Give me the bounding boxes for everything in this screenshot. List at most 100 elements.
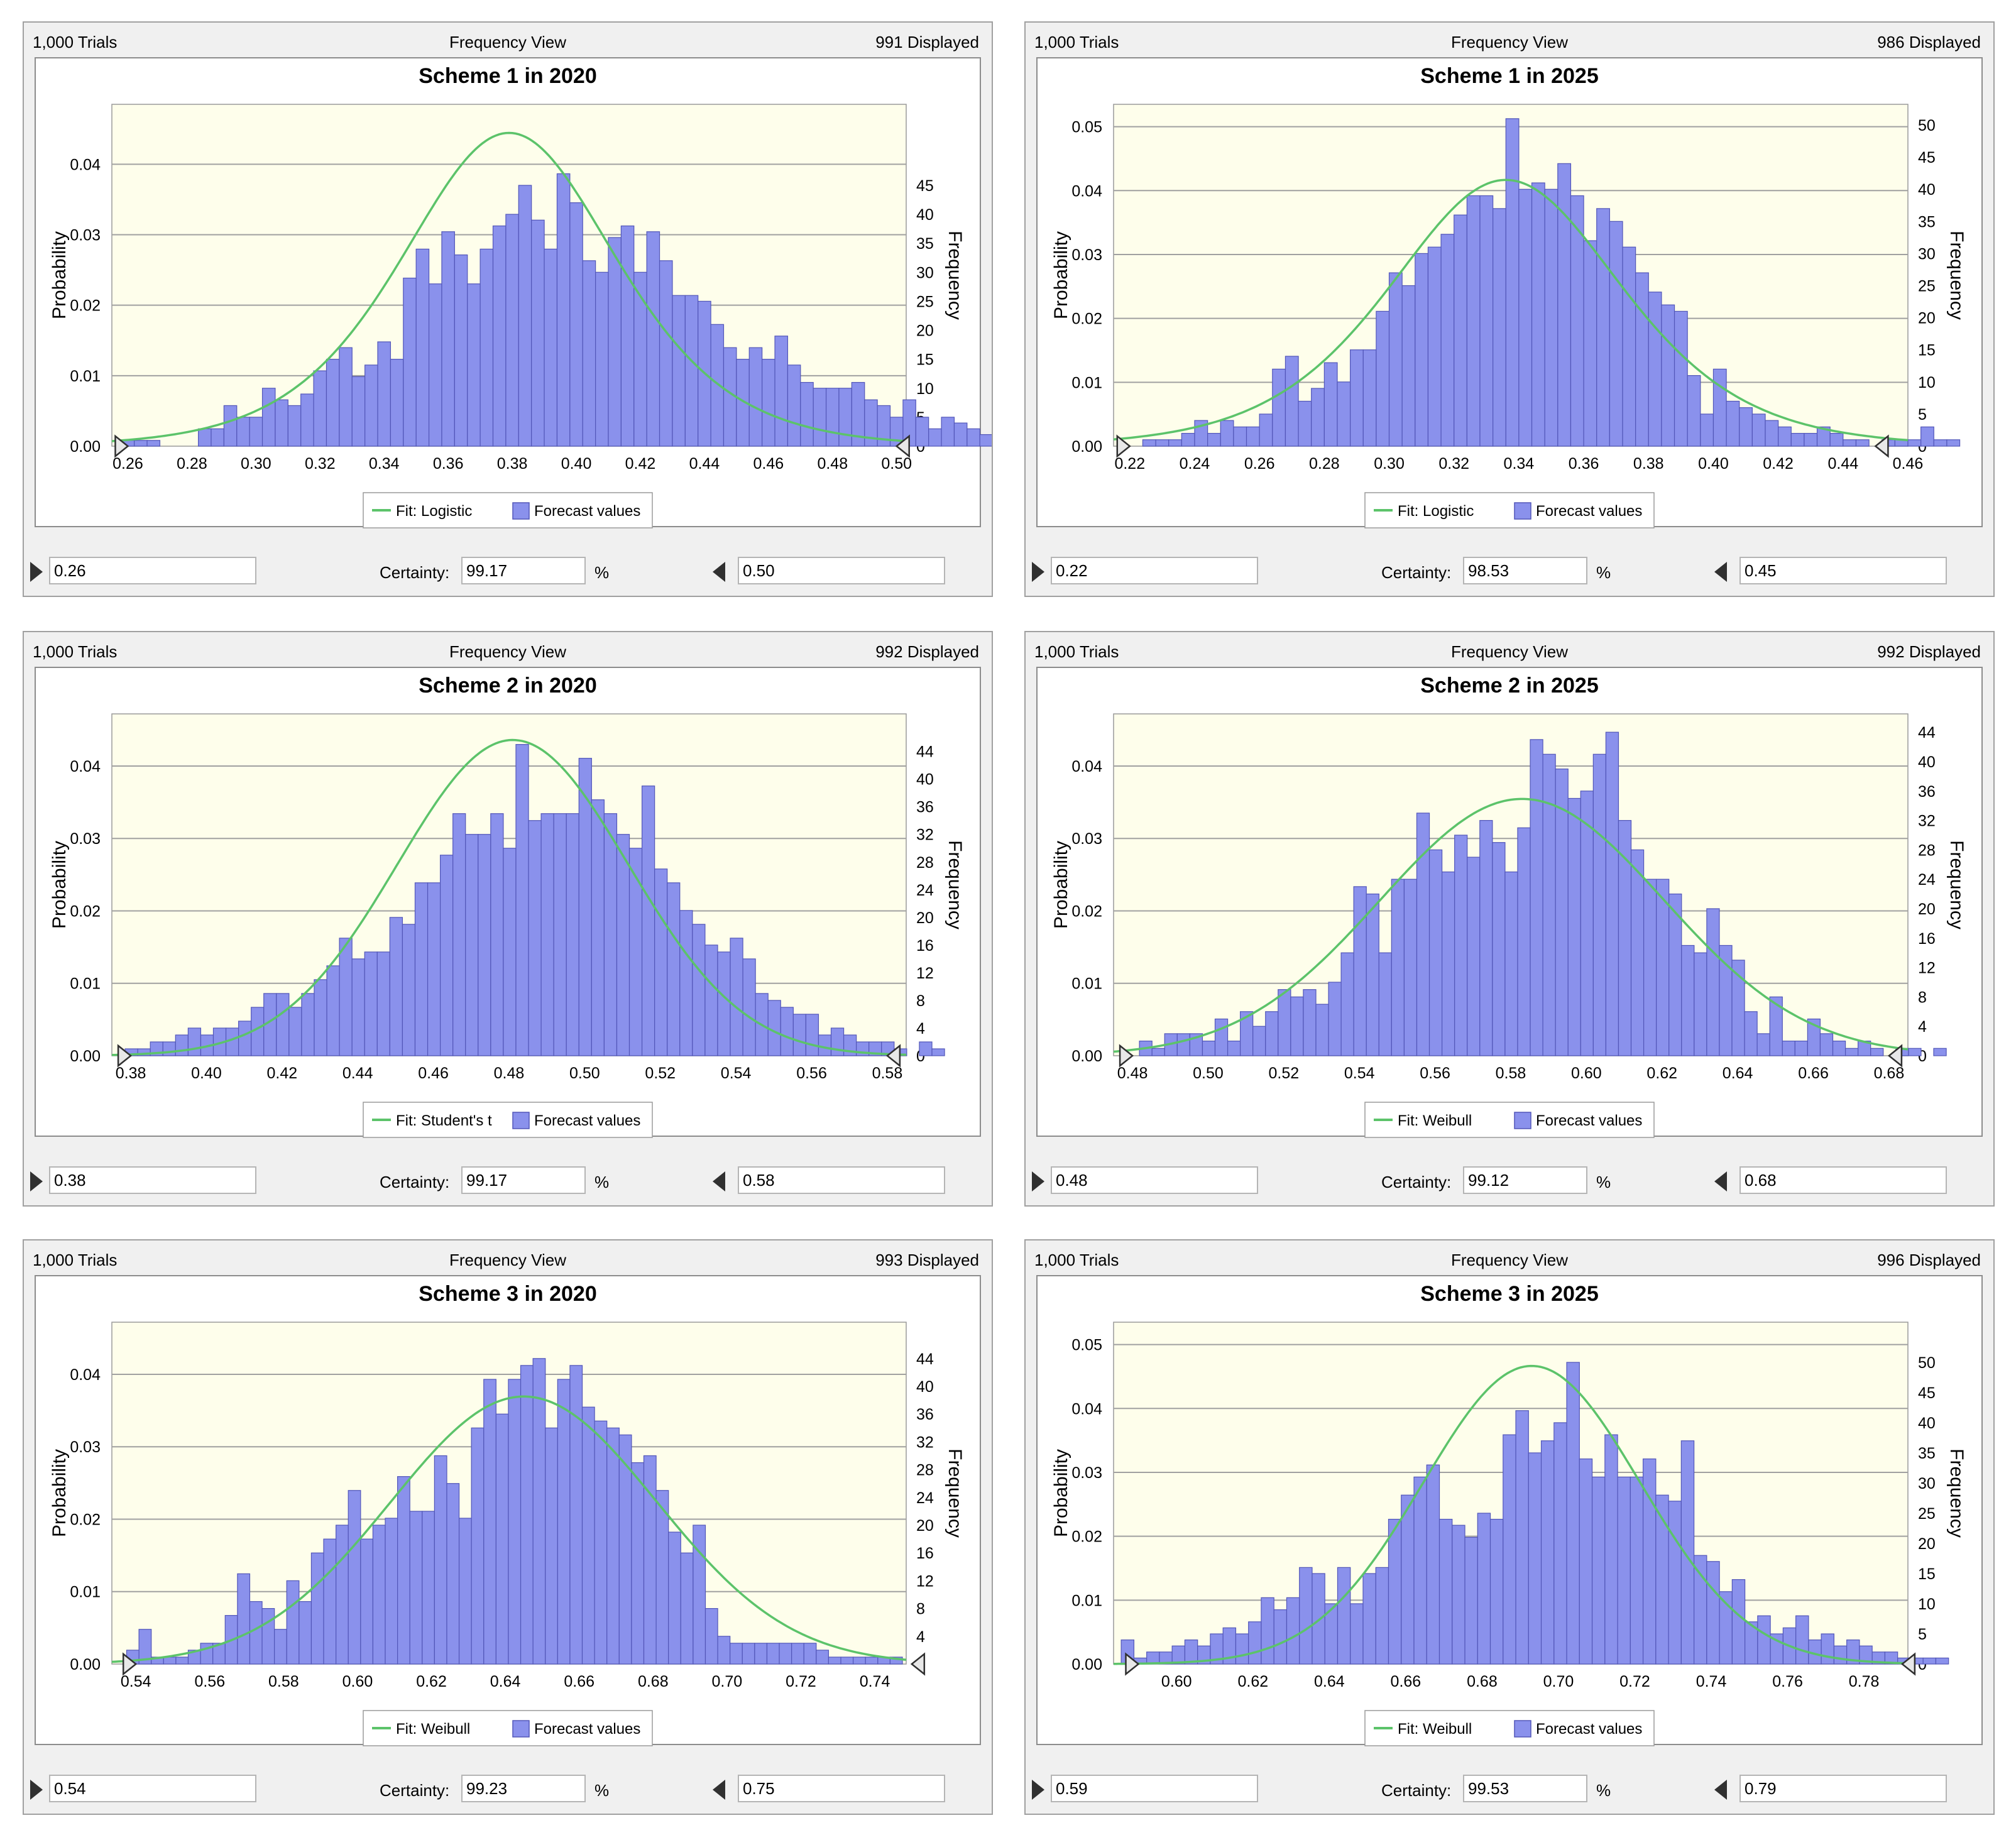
histogram-bar [360, 1538, 374, 1665]
y-tick-label: 0.04 [70, 758, 101, 775]
histogram-bar [1795, 1615, 1809, 1665]
x-tick-label: 0.28 [177, 455, 207, 473]
upper-grabber-icon[interactable] [1714, 1780, 1727, 1800]
y2-tick-label: 36 [916, 799, 934, 816]
lower-grabber-icon[interactable] [30, 562, 43, 582]
upper-bound-input[interactable]: 0.45 [1739, 557, 1947, 584]
chart-header: 1,000 Trials Frequency View 991 Displaye… [24, 23, 992, 58]
certainty-input[interactable]: 99.17 [461, 557, 586, 584]
histogram-bar [1438, 1518, 1453, 1665]
histogram-bar [478, 834, 491, 1056]
histogram-bar [434, 1455, 447, 1665]
displayed-count: 993 Displayed [875, 1251, 979, 1269]
histogram-bar [668, 1531, 681, 1665]
upper-bound-input[interactable]: 0.75 [738, 1775, 945, 1802]
chart-window-scheme1-2025: 1,000 Trials Frequency View 986 Displaye… [1024, 21, 1995, 597]
lower-grabber-icon[interactable] [1032, 1780, 1044, 1800]
histogram-bar [838, 388, 852, 447]
histogram-bar [1579, 1458, 1593, 1665]
lower-grabber-icon[interactable] [1032, 562, 1044, 582]
x-tick-label: 0.44 [689, 455, 720, 473]
lower-bound-input[interactable]: 0.26 [49, 557, 256, 584]
lower-bound-input[interactable]: 0.59 [1051, 1775, 1258, 1802]
x-tick-label: 0.54 [721, 1065, 752, 1082]
lower-bound-input[interactable]: 0.38 [49, 1166, 256, 1194]
histogram-bar [454, 255, 468, 447]
fit-curve [1114, 1364, 1909, 1665]
y-tick-label: 0.04 [70, 156, 101, 173]
histogram-bar [364, 951, 378, 1056]
certainty-input[interactable]: 99.23 [461, 1775, 586, 1802]
lower-grabber-icon[interactable] [1032, 1171, 1044, 1191]
lower-grabber-icon[interactable] [30, 1171, 43, 1191]
histogram-bar [1440, 234, 1455, 447]
histogram-bar [1207, 432, 1221, 447]
histogram-bar [1452, 1525, 1465, 1665]
upper-bound-input[interactable]: 0.68 [1739, 1166, 1947, 1194]
y2-tick-label: 44 [1918, 724, 1936, 742]
certainty-input[interactable]: 98.53 [1463, 557, 1587, 584]
lower-grabber-icon[interactable] [30, 1780, 43, 1800]
histogram-bar [1350, 349, 1364, 447]
upper-bound-input[interactable]: 0.58 [738, 1166, 945, 1194]
y-tick-label: 0.02 [1071, 902, 1102, 920]
histogram-bar [774, 336, 789, 447]
y2-tick-label: 45 [916, 177, 934, 195]
displayed-count: 992 Displayed [875, 642, 979, 661]
y2-tick-label: 25 [916, 293, 934, 310]
histogram-bar [402, 924, 416, 1056]
y2-tick-label: 25 [1918, 278, 1936, 295]
upper-bound-input[interactable]: 0.50 [738, 557, 945, 584]
trials-count: 1,000 Trials [1034, 1251, 1119, 1269]
legend-bars-label: Forecast values [534, 1721, 640, 1738]
y-tick-label: 0.00 [1071, 1048, 1102, 1065]
lower-grabber-icon [1125, 1652, 1140, 1676]
histogram-bar [336, 1525, 349, 1665]
upper-bound-input[interactable]: 0.79 [1739, 1775, 1947, 1802]
y2-tick-label: 36 [1918, 783, 1936, 801]
x-tick-label: 0.66 [1798, 1065, 1829, 1082]
histogram-bar [1227, 1040, 1241, 1056]
upper-grabber-icon[interactable] [713, 1171, 725, 1191]
y2-tick-label: 20 [1918, 901, 1936, 918]
x-tick-label: 0.36 [433, 455, 464, 473]
x-tick-label: 0.74 [860, 1673, 890, 1690]
histogram-bar [1617, 1476, 1631, 1665]
trials-count: 1,000 Trials [33, 642, 118, 661]
histogram-bar [1819, 1033, 1834, 1056]
y2-tick-label: 4 [1918, 1018, 1927, 1036]
histogram-bar [1794, 1040, 1808, 1056]
upper-grabber-icon[interactable] [713, 1780, 725, 1800]
histogram-bar [458, 1518, 472, 1665]
x-tick-label: 0.50 [881, 455, 912, 473]
x-tick-label: 0.38 [1633, 455, 1664, 473]
x-tick-label: 0.64 [1723, 1065, 1753, 1082]
histogram-bar [339, 938, 353, 1056]
chart-window-scheme2-2025: 1,000 Trials Frequency View 992 Displaye… [1024, 631, 1995, 1207]
histogram-bar [299, 1601, 312, 1665]
histogram-bar [1442, 871, 1455, 1056]
histogram-bar [748, 347, 763, 447]
lower-bound-input[interactable]: 0.54 [49, 1775, 256, 1802]
certainty-input[interactable]: 99.12 [1463, 1166, 1587, 1194]
histogram-bar [1542, 753, 1556, 1056]
certainty-bar: 0.22 Certainty: 98.53 % 0.45 [1026, 548, 1993, 596]
upper-grabber-icon[interactable] [713, 562, 725, 582]
upper-grabber-icon[interactable] [1714, 1171, 1727, 1191]
upper-grabber-icon[interactable] [1714, 562, 1727, 582]
legend-box [1364, 1102, 1655, 1138]
histogram-bar [1832, 1040, 1846, 1056]
histogram-bar [1477, 1513, 1491, 1665]
lower-bound-input[interactable]: 0.22 [1051, 557, 1258, 584]
y2-tick-label: 40 [1918, 181, 1936, 199]
histogram-bar [1668, 1501, 1682, 1665]
certainty-input[interactable]: 99.17 [461, 1166, 586, 1194]
histogram-bar [780, 1007, 794, 1056]
histogram-bar [1493, 208, 1506, 447]
y-tick-label: 0.03 [70, 1438, 101, 1456]
histogram-bar [138, 1629, 152, 1665]
lower-bound-input[interactable]: 0.48 [1051, 1166, 1258, 1194]
legend-bars-label: Forecast values [534, 503, 640, 520]
certainty-input[interactable]: 99.53 [1463, 1775, 1587, 1802]
y2-tick-label: 45 [1918, 1384, 1936, 1402]
